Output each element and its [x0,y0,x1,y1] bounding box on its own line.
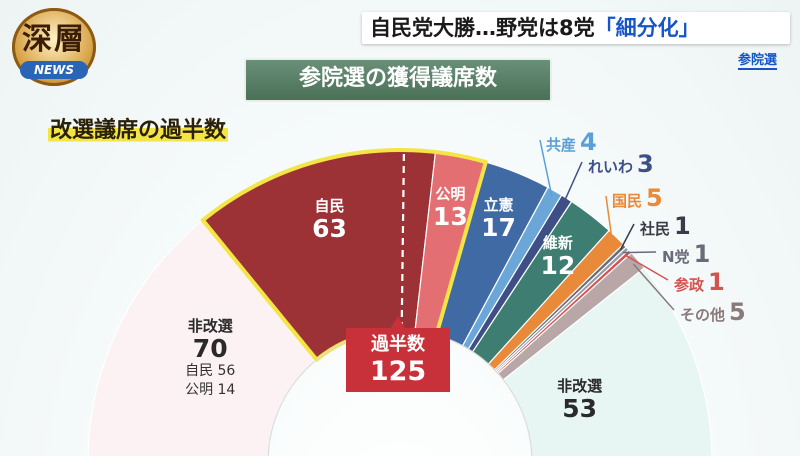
segment-breakdown-1: 公明 14 [185,382,236,399]
outside-label-5: れいわ 3 [588,150,654,178]
outside-name-8: 社民 [640,220,671,238]
majority-marker: 過半数 125 [346,316,450,392]
segment-value-1: 63 [312,214,347,244]
segment-label-0: 非改選 70 自民 56 公明 14 [185,315,235,400]
outside-label-9: N党 1 [662,240,710,268]
segment-label-12: 非改選 53 [557,375,602,422]
headline-keyword: 「細分化」 [594,16,700,40]
segment-name-2: 公明 [435,184,466,203]
headline-text: 自民党大勝…野党は8党「細分化」 [370,12,700,44]
segment-name-3: 立憲 [483,195,514,214]
segment-name-1: 自民 [314,197,345,216]
majority-value: 125 [369,356,427,387]
outside-value-9: 1 [693,240,711,268]
outside-name-4: 共産 [546,136,577,154]
outside-label-7: 国民 5 [612,184,663,212]
segment-name-6: 維新 [542,233,573,252]
leader-line-7 [605,195,613,242]
outside-name-7: 国民 [612,192,643,210]
outside-value-4: 4 [580,128,597,156]
leader-line-8 [619,223,635,251]
outside-value-10: 1 [708,268,725,296]
segment-value-12: 53 [562,393,597,423]
logo-kanji: 深層 [22,22,86,57]
leader-line-11 [632,263,675,311]
outside-label-11: その他 5 [680,298,746,326]
logo-news-badge: NEWS [20,61,88,79]
outside-name-9: N党 [662,248,690,266]
outside-name-10: 参政 [674,276,705,294]
segment-label-2: 公明 13 [433,183,468,230]
leader-line-10 [625,254,669,281]
leader-line-5 [562,161,583,204]
majority-divider-line [400,154,406,327]
segment-name-0: 非改選 [187,317,233,336]
headline-main: 自民党大勝…野党は8党 [370,16,595,40]
headline-banner: 自民党大勝…野党は8党「細分化」 [362,12,790,44]
outside-name-11: その他 [680,306,726,324]
program-logo: 深層 NEWS [6,6,102,88]
leader-line-4 [539,139,553,197]
outside-value-8: 1 [674,212,691,240]
segment-label-3: 立憲 17 [481,194,516,241]
segment-value-2: 13 [432,201,468,231]
segment-breakdown-0: 自民 56 [185,363,236,380]
leader-line-9 [623,251,657,254]
segment-label-1: 自民 63 [312,195,347,242]
headline-sub-tag: 参院選 [738,49,778,70]
outside-label-10: 参政 1 [674,268,725,296]
segment-value-0: 70 [192,334,228,364]
majority-annotation: 改選議席の過半数 [48,112,229,144]
segment-value-3: 17 [481,212,516,242]
segment-name-12: 非改選 [557,376,603,395]
outside-label-4: 共産 4 [546,128,597,156]
outside-label-8: 社民 1 [640,212,691,240]
chart-title: 参院選の獲得議席数 [244,58,552,102]
outside-value-7: 5 [646,184,663,212]
outside-name-5: れいわ [588,158,634,176]
segment-value-6: 12 [540,250,576,280]
outside-value-11: 5 [729,298,746,326]
segment-label-6: 維新 12 [541,232,576,279]
majority-label: 過半数 [371,334,425,355]
outside-value-5: 3 [637,150,654,178]
